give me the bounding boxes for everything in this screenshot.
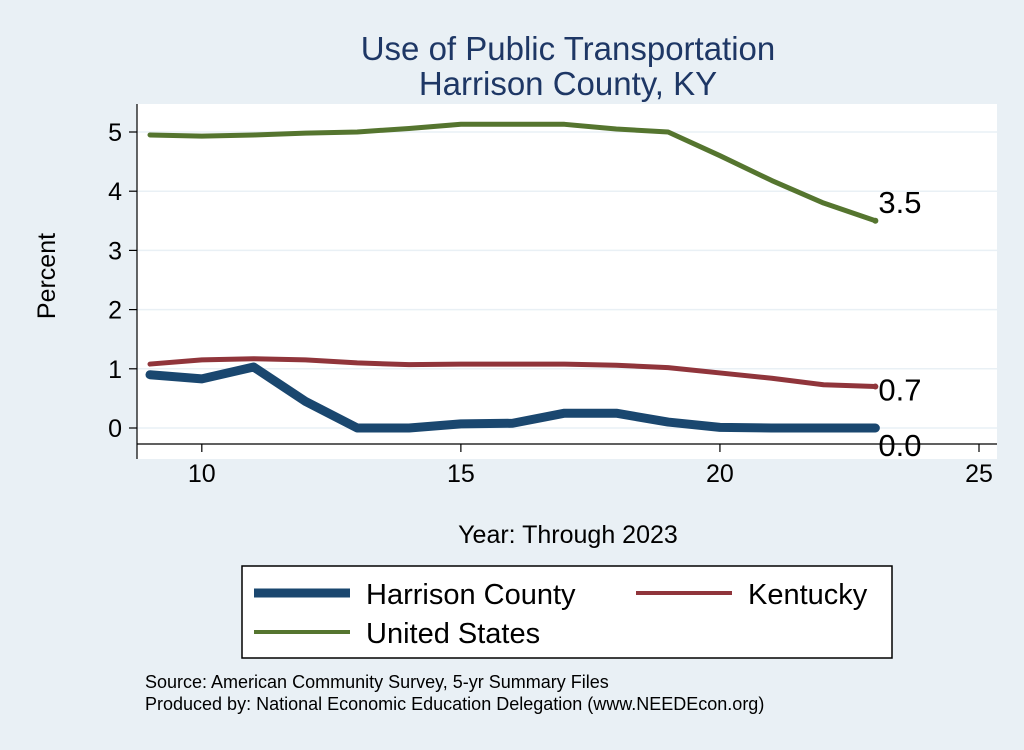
legend-label-kentucky: Kentucky (748, 579, 868, 611)
x-tick-label-25: 25 (965, 460, 993, 488)
series-line-united-states (147, 121, 878, 224)
legend-box (241, 565, 893, 659)
plot-background (137, 104, 997, 459)
end-labels: 0.0 0.7 3.5 (872, 185, 921, 463)
chart-title-line-2: Harrison County, KY (419, 65, 717, 102)
legend: Harrison County Kentucky United States (241, 565, 893, 659)
y-tick-label-3: 3 (108, 237, 122, 265)
y-axis: 0 1 2 3 4 5 (108, 104, 138, 459)
x-tick-label-20: 20 (706, 460, 734, 488)
x-axis-label: Year: Through 2023 (458, 521, 678, 549)
end-label-united-states: 3.5 (878, 185, 921, 220)
y-tick-label-1: 1 (108, 356, 122, 384)
end-point-united-states (872, 217, 879, 224)
end-point-kentucky (872, 383, 879, 390)
x-axis: 10 15 20 25 (137, 443, 997, 488)
series-line-harrison-county (145, 362, 880, 433)
series-lines (145, 121, 880, 433)
legend-label-harrison-county: Harrison County (366, 579, 576, 611)
x-tick-label-10: 10 (188, 460, 216, 488)
end-label-kentucky: 0.7 (878, 373, 921, 408)
y-tick-label-4: 4 (108, 178, 122, 206)
legend-label-united-states: United States (366, 618, 540, 650)
chart-title-line-1: Use of Public Transportation (361, 30, 776, 67)
source-note: Source: American Community Survey, 5-yr … (145, 672, 609, 692)
y-tick-label-5: 5 (108, 119, 122, 147)
end-label-harrison-county: 0.0 (878, 428, 921, 463)
y-axis-label: Percent (33, 233, 61, 319)
x-tick-label-15: 15 (447, 460, 475, 488)
series-line-kentucky (147, 356, 878, 390)
y-tick-label-2: 2 (108, 297, 122, 325)
produced-by-note: Produced by: National Economic Education… (145, 694, 764, 714)
end-point-harrison-county (872, 425, 879, 431)
y-tick-label-0: 0 (108, 415, 122, 443)
